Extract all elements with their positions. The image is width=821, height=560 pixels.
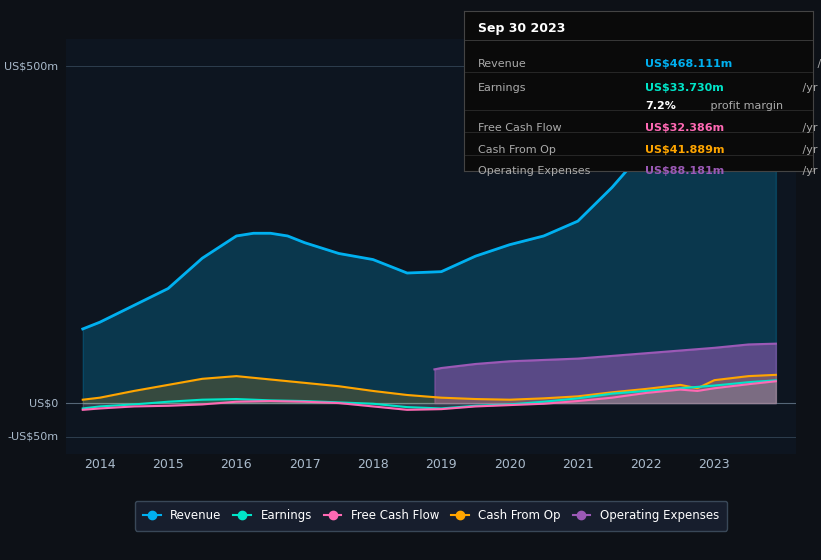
- Text: Earnings: Earnings: [478, 83, 526, 93]
- Legend: Revenue, Earnings, Free Cash Flow, Cash From Op, Operating Expenses: Revenue, Earnings, Free Cash Flow, Cash …: [135, 501, 727, 530]
- Text: /yr: /yr: [799, 123, 818, 133]
- Text: Cash From Op: Cash From Op: [478, 145, 556, 155]
- Text: /yr: /yr: [799, 145, 818, 155]
- Text: US$0: US$0: [29, 398, 58, 408]
- Text: Operating Expenses: Operating Expenses: [478, 166, 590, 176]
- Text: profit margin: profit margin: [707, 101, 783, 110]
- Text: US$32.386m: US$32.386m: [645, 123, 724, 133]
- Text: 7.2%: 7.2%: [645, 101, 677, 110]
- Text: /yr: /yr: [799, 166, 818, 176]
- Text: -US$50m: -US$50m: [7, 432, 58, 442]
- Text: US$41.889m: US$41.889m: [645, 145, 725, 155]
- Text: Sep 30 2023: Sep 30 2023: [478, 22, 565, 35]
- Text: /yr: /yr: [799, 83, 818, 93]
- Text: /yr: /yr: [814, 59, 821, 69]
- Text: US$468.111m: US$468.111m: [645, 59, 732, 69]
- Text: US$88.181m: US$88.181m: [645, 166, 725, 176]
- Text: US$500m: US$500m: [4, 61, 58, 71]
- Text: US$33.730m: US$33.730m: [645, 83, 724, 93]
- Text: Free Cash Flow: Free Cash Flow: [478, 123, 562, 133]
- Text: Revenue: Revenue: [478, 59, 526, 69]
